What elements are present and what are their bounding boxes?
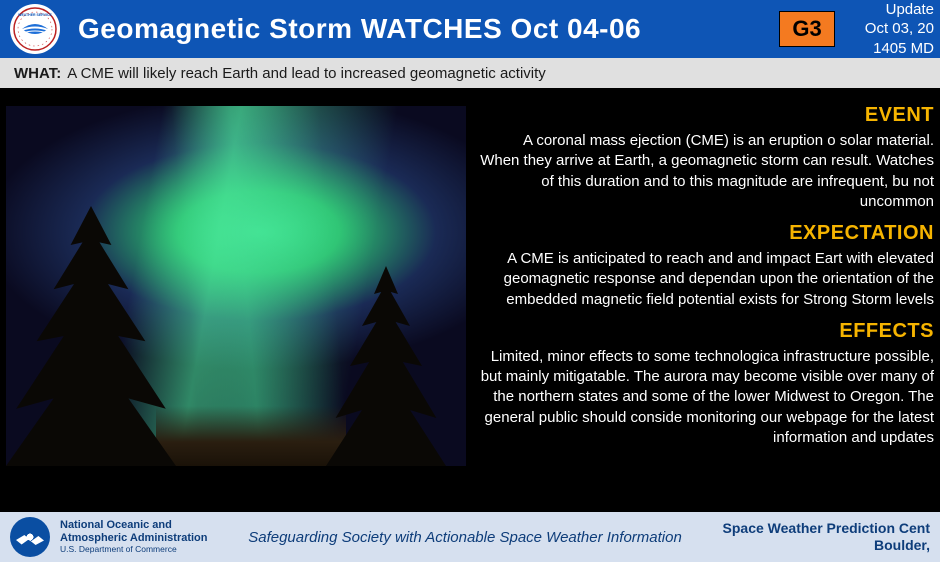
what-label: WHAT: (14, 65, 61, 82)
updated-block: Update Oct 03, 20 1405 MD (865, 0, 934, 58)
footer-left: National Oceanic and Atmospheric Adminis… (10, 517, 208, 557)
event-title: EVENT (480, 104, 934, 127)
noaa-line2: Atmospheric Administration (60, 532, 208, 545)
updated-time: 1405 MD (865, 39, 934, 59)
nws-logo: WEATHER SERVICE (10, 4, 60, 54)
noaa-line1: National Oceanic and (60, 519, 208, 532)
updated-label: Update (865, 0, 934, 19)
what-text: A CME will likely reach Earth and lead t… (67, 65, 546, 82)
aurora-brush (156, 406, 346, 466)
header-bar: WEATHER SERVICE Geomagnetic Storm WATCHE… (0, 0, 940, 58)
noaa-sub: U.S. Department of Commerce (60, 545, 208, 555)
noaa-logo (10, 517, 50, 557)
storm-level-badge: G3 (779, 11, 834, 47)
svg-text:WEATHER SERVICE: WEATHER SERVICE (18, 13, 52, 17)
effects-body: Limited, minor effects to some technolog… (480, 347, 934, 448)
main-content: EVENT A coronal mass ejection (CME) is a… (0, 88, 940, 512)
expectation-body: A CME is anticipated to reach and and im… (480, 249, 934, 310)
alert-title: Geomagnetic Storm WATCHES Oct 04-06 (78, 13, 779, 45)
expectation-title: EXPECTATION (480, 222, 934, 245)
swpc-line1: Space Weather Prediction Cent (723, 520, 930, 537)
effects-title: EFFECTS (480, 320, 934, 343)
footer-bar: National Oceanic and Atmospheric Adminis… (0, 512, 940, 562)
aurora-image (6, 106, 466, 466)
what-bar: WHAT: A CME will likely reach Earth and … (0, 58, 940, 88)
event-body: A coronal mass ejection (CME) is an erup… (480, 131, 934, 212)
footer-right: Space Weather Prediction Cent Boulder, (723, 520, 930, 554)
swpc-line2: Boulder, (723, 537, 930, 554)
aurora-tree-left (6, 206, 176, 466)
updated-date: Oct 03, 20 (865, 19, 934, 39)
noaa-text: National Oceanic and Atmospheric Adminis… (60, 519, 208, 555)
footer-tagline: Safeguarding Society with Actionable Spa… (208, 529, 723, 546)
text-sections: EVENT A coronal mass ejection (CME) is a… (480, 98, 934, 502)
